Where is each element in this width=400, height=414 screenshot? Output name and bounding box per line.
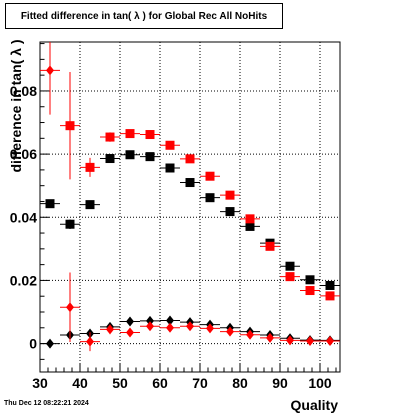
x-axis-title: Quality [290,397,338,413]
diamond-marker [46,65,54,76]
chart-title: Fitted difference in tan( λ ) for Global… [5,3,283,29]
diamond-marker [46,338,54,349]
square-marker [305,286,315,296]
diamond-marker [146,321,154,332]
x-tick-label: 60 [152,375,168,391]
square-marker [305,275,315,285]
diamond-marker [286,335,294,346]
x-tick-label: 100 [308,375,332,391]
square-marker [145,130,155,140]
x-tick-label: 40 [72,375,88,391]
axis-ticks: 30 40 50 60 70 80 90 100 0 0.02 0.04 0.06 0.08 [10,43,337,391]
diamond-marker [206,323,214,334]
diamond-marker [166,315,174,326]
square-marker [125,150,135,160]
y-tick-label: 0.02 [10,272,37,288]
square-marker [205,171,215,181]
square-marker [325,280,335,290]
square-marker [225,190,235,200]
square-marker [45,199,55,209]
y-tick-label: 0.08 [10,83,37,99]
square-marker [65,219,75,229]
square-marker [205,193,215,203]
diamond-marker [166,322,174,333]
square-marker [165,140,175,150]
square-marker [85,200,95,210]
diamond-marker [246,329,254,340]
plot-frame [39,41,341,373]
diamond-marker [326,336,334,347]
diamond-marker [226,326,234,337]
diamond-marker [106,324,114,335]
square-marker [105,154,115,164]
y-tick-label: 0.06 [10,146,37,162]
square-marker [245,221,255,231]
y-tick-label: 0 [29,336,37,352]
x-tick-label: 50 [112,375,128,391]
square-marker [65,121,75,131]
square-marker [285,261,295,271]
diamond-marker [126,327,134,338]
square-marker [285,272,295,282]
square-marker [145,152,155,162]
square-marker [185,178,195,188]
square-marker [245,214,255,224]
diamond-marker [146,315,154,326]
square-marker [265,241,275,251]
x-tick-label: 80 [232,375,248,391]
square-marker [325,291,335,301]
data-points [40,42,340,352]
square-marker [125,129,135,139]
x-tick-label: 90 [272,375,288,391]
x-tick-label: 30 [32,375,48,391]
square-marker [165,163,175,173]
diamond-marker [306,336,314,347]
timestamp: Thu Dec 12 08:22:21 2024 [4,400,89,407]
diamond-marker [66,302,74,313]
y-axis-title: difference in tan( λ ) [8,39,24,173]
x-tick-label: 70 [192,375,208,391]
square-marker [85,162,95,172]
square-marker [105,132,115,142]
diamond-marker [266,332,274,343]
diamond-marker [86,336,94,347]
diamond-marker [186,321,194,332]
diamond-marker [126,316,134,327]
square-marker [225,207,235,217]
square-marker [185,154,195,164]
y-tick-label: 0.04 [10,209,37,225]
